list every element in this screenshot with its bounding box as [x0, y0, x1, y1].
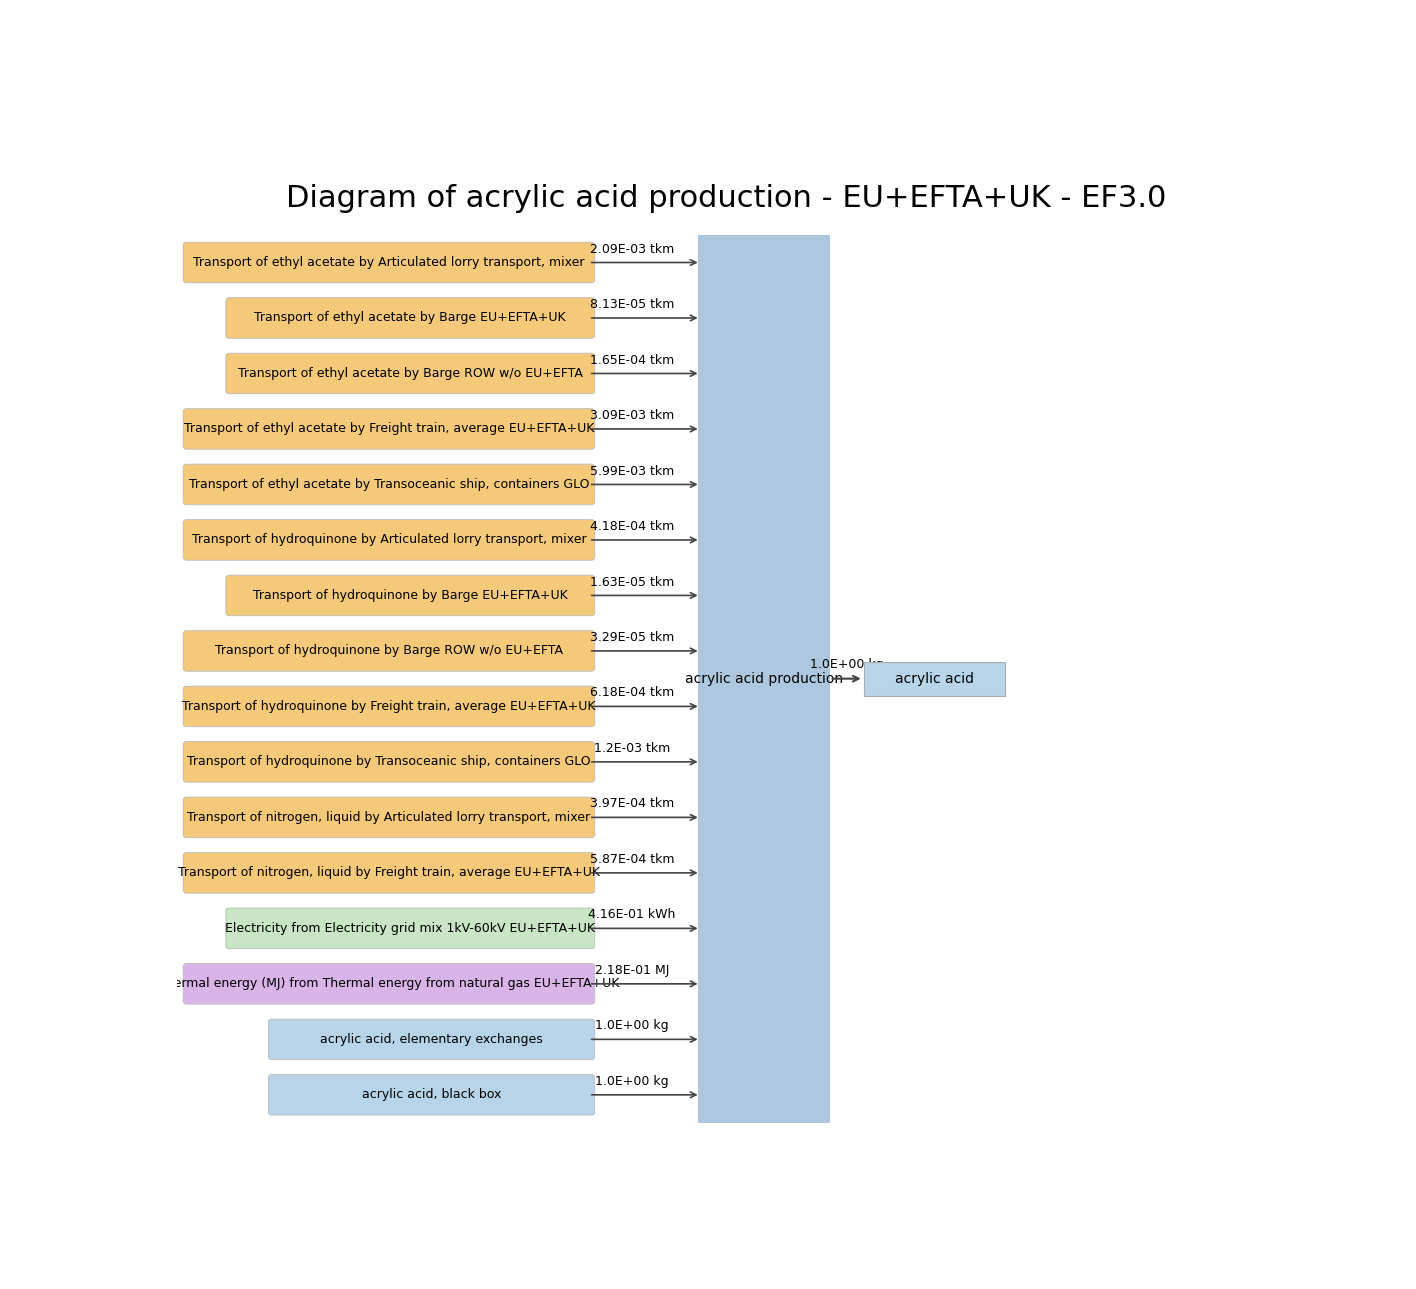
FancyBboxPatch shape	[269, 1075, 595, 1115]
Text: Transport of ethyl acetate by Articulated lorry transport, mixer: Transport of ethyl acetate by Articulate…	[193, 257, 585, 269]
Text: 2.18E-01 MJ: 2.18E-01 MJ	[595, 964, 670, 977]
Text: Transport of hydroquinone by Articulated lorry transport, mixer: Transport of hydroquinone by Articulated…	[191, 534, 586, 547]
Text: Transport of ethyl acetate by Barge EU+EFTA+UK: Transport of ethyl acetate by Barge EU+E…	[255, 312, 566, 325]
Text: 3.09E-03 tkm: 3.09E-03 tkm	[590, 409, 674, 422]
FancyBboxPatch shape	[864, 661, 1005, 696]
FancyBboxPatch shape	[225, 907, 595, 949]
Text: acrylic acid, black box: acrylic acid, black box	[362, 1088, 501, 1101]
Text: Transport of nitrogen, liquid by Freight train, average EU+EFTA+UK: Transport of nitrogen, liquid by Freight…	[178, 866, 600, 879]
FancyBboxPatch shape	[183, 741, 595, 782]
Text: 1.0E+00 kg: 1.0E+00 kg	[810, 657, 884, 672]
Text: 1.0E+00 kg: 1.0E+00 kg	[595, 1075, 668, 1088]
FancyBboxPatch shape	[225, 575, 595, 616]
Text: 6.18E-04 tkm: 6.18E-04 tkm	[590, 687, 674, 700]
Text: Diagram of acrylic acid production - EU+EFTA+UK - EF3.0: Diagram of acrylic acid production - EU+…	[286, 184, 1165, 213]
Text: 2.09E-03 tkm: 2.09E-03 tkm	[590, 242, 674, 255]
FancyBboxPatch shape	[183, 964, 595, 1004]
Text: Transport of ethyl acetate by Freight train, average EU+EFTA+UK: Transport of ethyl acetate by Freight tr…	[184, 423, 595, 436]
Text: Thermal energy (MJ) from Thermal energy from natural gas EU+EFTA+UK: Thermal energy (MJ) from Thermal energy …	[159, 977, 620, 990]
Text: 1.65E-04 tkm: 1.65E-04 tkm	[590, 353, 674, 366]
Text: 8.13E-05 tkm: 8.13E-05 tkm	[589, 298, 674, 311]
FancyBboxPatch shape	[183, 464, 595, 505]
Text: acrylic acid: acrylic acid	[895, 672, 974, 686]
Text: acrylic acid, elementary exchanges: acrylic acid, elementary exchanges	[320, 1032, 542, 1045]
Text: 5.99E-03 tkm: 5.99E-03 tkm	[590, 464, 674, 477]
Text: Transport of ethyl acetate by Barge ROW w/o EU+EFTA: Transport of ethyl acetate by Barge ROW …	[238, 367, 583, 380]
Text: Transport of hydroquinone by Transoceanic ship, containers GLO: Transport of hydroquinone by Transoceani…	[187, 755, 590, 768]
FancyBboxPatch shape	[183, 630, 595, 672]
Text: acrylic acid production: acrylic acid production	[684, 672, 843, 686]
Text: 4.16E-01 kWh: 4.16E-01 kWh	[588, 909, 675, 922]
FancyBboxPatch shape	[183, 797, 595, 838]
Text: 1.2E-03 tkm: 1.2E-03 tkm	[593, 742, 670, 755]
Text: Transport of hydroquinone by Freight train, average EU+EFTA+UK: Transport of hydroquinone by Freight tra…	[183, 700, 596, 713]
Text: 1.0E+00 kg: 1.0E+00 kg	[595, 1020, 668, 1032]
Text: 3.97E-04 tkm: 3.97E-04 tkm	[590, 798, 674, 811]
Text: 4.18E-04 tkm: 4.18E-04 tkm	[590, 519, 674, 534]
FancyBboxPatch shape	[183, 519, 595, 561]
Text: Transport of hydroquinone by Barge ROW w/o EU+EFTA: Transport of hydroquinone by Barge ROW w…	[215, 644, 564, 657]
Text: 5.87E-04 tkm: 5.87E-04 tkm	[589, 853, 674, 866]
FancyBboxPatch shape	[225, 298, 595, 338]
Text: 1.63E-05 tkm: 1.63E-05 tkm	[590, 575, 674, 589]
FancyBboxPatch shape	[183, 242, 595, 282]
Text: Electricity from Electricity grid mix 1kV-60kV EU+EFTA+UK: Electricity from Electricity grid mix 1k…	[225, 922, 595, 935]
Bar	[698, 235, 830, 1123]
FancyBboxPatch shape	[183, 852, 595, 893]
FancyBboxPatch shape	[269, 1020, 595, 1060]
FancyBboxPatch shape	[183, 686, 595, 727]
Text: Transport of nitrogen, liquid by Articulated lorry transport, mixer: Transport of nitrogen, liquid by Articul…	[187, 811, 590, 824]
FancyBboxPatch shape	[225, 353, 595, 393]
Text: Transport of ethyl acetate by Transoceanic ship, containers GLO: Transport of ethyl acetate by Transocean…	[188, 478, 589, 491]
FancyBboxPatch shape	[183, 409, 595, 450]
Text: Transport of hydroquinone by Barge EU+EFTA+UK: Transport of hydroquinone by Barge EU+EF…	[253, 589, 568, 602]
Text: 3.29E-05 tkm: 3.29E-05 tkm	[590, 632, 674, 644]
